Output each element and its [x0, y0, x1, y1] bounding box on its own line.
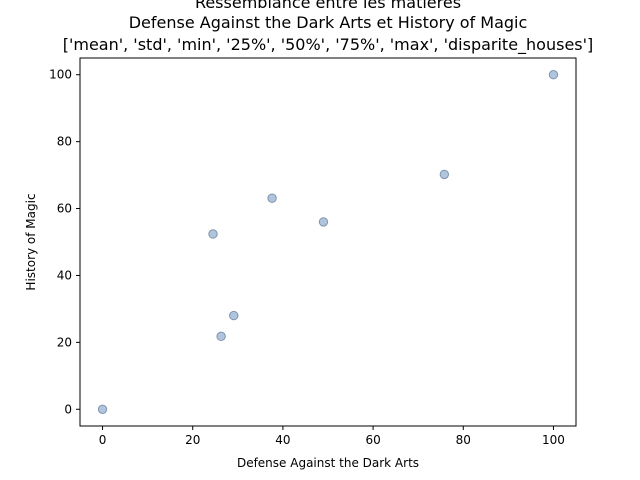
x-axis: 0 20 40 60 80 100	[99, 426, 565, 447]
x-tick-label: 0	[99, 433, 107, 447]
data-points	[97, 70, 559, 414]
x-axis-label: Defense Against the Dark Arts	[237, 456, 419, 470]
scatter-point	[97, 404, 108, 414]
y-axis-label: History of Magic	[24, 193, 38, 290]
x-tick-label: 100	[542, 433, 565, 447]
scatter-point	[548, 70, 559, 80]
scatter-point	[216, 331, 226, 342]
y-tick-label: 100	[49, 68, 72, 82]
y-tick-label: 60	[57, 202, 72, 216]
chart-title: Ressemblance entre les matières Defense …	[63, 0, 594, 55]
plot-area	[79, 57, 577, 427]
chart-title-line-3: ['mean', 'std', 'min', '25%', '50%', '75…	[63, 35, 594, 55]
scatter-point	[318, 217, 329, 227]
x-tick-label: 20	[185, 433, 200, 447]
x-tick-label: 80	[456, 433, 471, 447]
x-tick-label: 40	[275, 433, 290, 447]
y-axis: 0 20 40 60 80 100	[49, 68, 80, 416]
y-tick-label: 40	[57, 268, 72, 282]
y-tick-label: 80	[57, 135, 72, 149]
chart-title-line-1: Ressemblance entre les matières	[195, 0, 461, 12]
x-tick-label: 60	[365, 433, 380, 447]
y-tick-label: 0	[64, 402, 72, 416]
scatter-point	[208, 229, 218, 239]
chart-title-line-2: Defense Against the Dark Arts et History…	[129, 13, 528, 32]
scatter-point	[229, 310, 239, 321]
y-tick-label: 20	[57, 335, 72, 349]
scatter-point	[439, 169, 450, 180]
scatter-point	[267, 193, 277, 203]
